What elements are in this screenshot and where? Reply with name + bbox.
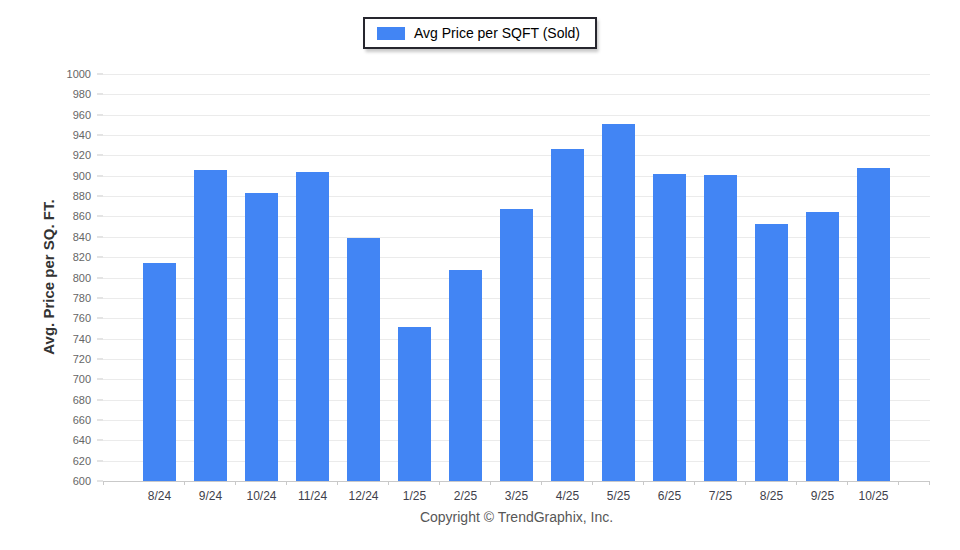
- bar-columns: 8/249/2410/2411/2412/241/252/253/254/255…: [103, 74, 930, 481]
- x-tick-label: 1/25: [389, 489, 440, 503]
- y-tick-label: 900: [73, 170, 91, 182]
- x-tick-label: 8/24: [134, 489, 185, 503]
- x-tick-mark: [337, 481, 338, 485]
- y-tick-label: 720: [73, 353, 91, 365]
- y-tick-label: 640: [73, 434, 91, 446]
- y-tick-label: 700: [73, 373, 91, 385]
- category-column: 8/24: [134, 74, 185, 481]
- bar: [194, 170, 227, 481]
- bar: [857, 168, 890, 481]
- bar: [806, 212, 839, 481]
- y-tick-label: 600: [73, 475, 91, 487]
- y-tick-label: 660: [73, 414, 91, 426]
- y-tick-label: 760: [73, 312, 91, 324]
- x-tick-mark: [490, 481, 491, 485]
- plot-area: 8/249/2410/2411/2412/241/252/253/254/255…: [103, 74, 930, 482]
- y-tick-label: 940: [73, 129, 91, 141]
- bar: [551, 149, 584, 481]
- x-tick-mark: [898, 481, 899, 485]
- y-tick-label: 1000: [67, 68, 91, 80]
- bar: [398, 327, 431, 481]
- x-tick-mark: [388, 481, 389, 485]
- chart-legend: Avg Price per SQFT (Sold): [363, 17, 597, 49]
- category-column: 9/25: [797, 74, 848, 481]
- category-column: 3/25: [491, 74, 542, 481]
- x-tick-label: 6/25: [644, 489, 695, 503]
- x-tick-label: 4/25: [542, 489, 593, 503]
- x-tick-label: 5/25: [593, 489, 644, 503]
- x-tick-mark: [847, 481, 848, 485]
- y-axis-labels: 1000980960940920900880860840820800780760…: [0, 74, 103, 481]
- category-column: 10/25: [848, 74, 899, 481]
- category-column: 11/24: [287, 74, 338, 481]
- category-column: 2/25: [440, 74, 491, 481]
- x-tick-label: 9/25: [797, 489, 848, 503]
- x-tick-label: 2/25: [440, 489, 491, 503]
- category-column: 9/24: [185, 74, 236, 481]
- y-tick-label: 800: [73, 272, 91, 284]
- bar: [602, 124, 635, 481]
- bar: [347, 238, 380, 481]
- bar: [143, 263, 176, 481]
- x-tick-mark: [643, 481, 644, 485]
- x-tick-mark: [541, 481, 542, 485]
- category-column: 4/25: [542, 74, 593, 481]
- x-tick-mark: [286, 481, 287, 485]
- bar: [245, 193, 278, 481]
- y-tick-label: 980: [73, 88, 91, 100]
- bar: [449, 270, 482, 481]
- category-column: 8/25: [746, 74, 797, 481]
- chart-root: Avg Price per SQFT (Sold) Avg. Price per…: [0, 0, 960, 550]
- x-tick-label: 11/24: [287, 489, 338, 503]
- bar: [296, 172, 329, 481]
- x-tick-label: 10/25: [848, 489, 899, 503]
- y-tick-label: 620: [73, 455, 91, 467]
- category-column: 12/24: [338, 74, 389, 481]
- y-tick-label: 880: [73, 190, 91, 202]
- x-tick-label: 7/25: [695, 489, 746, 503]
- category-column: 10/24: [236, 74, 287, 481]
- x-tick-mark: [694, 481, 695, 485]
- x-tick-label: 3/25: [491, 489, 542, 503]
- x-tick-label: 9/24: [185, 489, 236, 503]
- x-tick-mark: [796, 481, 797, 485]
- x-tick-mark: [592, 481, 593, 485]
- y-tick-label: 740: [73, 333, 91, 345]
- x-tick-mark: [235, 481, 236, 485]
- x-tick-mark: [745, 481, 746, 485]
- legend-swatch: [377, 27, 405, 40]
- y-tick-label: 920: [73, 149, 91, 161]
- bar: [704, 175, 737, 481]
- y-tick-label: 960: [73, 109, 91, 121]
- legend-label: Avg Price per SQFT (Sold): [414, 25, 580, 41]
- category-column: 6/25: [644, 74, 695, 481]
- bar: [755, 224, 788, 481]
- category-column: 7/25: [695, 74, 746, 481]
- bar: [653, 174, 686, 481]
- x-tick-label: 12/24: [338, 489, 389, 503]
- y-tick-label: 860: [73, 210, 91, 222]
- x-tick-label: 10/24: [236, 489, 287, 503]
- category-column: 1/25: [389, 74, 440, 481]
- y-tick-label: 680: [73, 394, 91, 406]
- y-tick-label: 840: [73, 231, 91, 243]
- category-column: 5/25: [593, 74, 644, 481]
- x-tick-mark: [184, 481, 185, 485]
- x-tick-label: 8/25: [746, 489, 797, 503]
- x-tick-mark: [439, 481, 440, 485]
- y-tick-label: 820: [73, 251, 91, 263]
- bar: [500, 209, 533, 481]
- y-tick-label: 780: [73, 292, 91, 304]
- copyright-text: Copyright © TrendGraphix, Inc.: [103, 509, 930, 525]
